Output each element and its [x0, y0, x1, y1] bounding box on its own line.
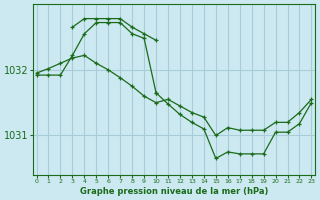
X-axis label: Graphe pression niveau de la mer (hPa): Graphe pression niveau de la mer (hPa): [80, 187, 268, 196]
